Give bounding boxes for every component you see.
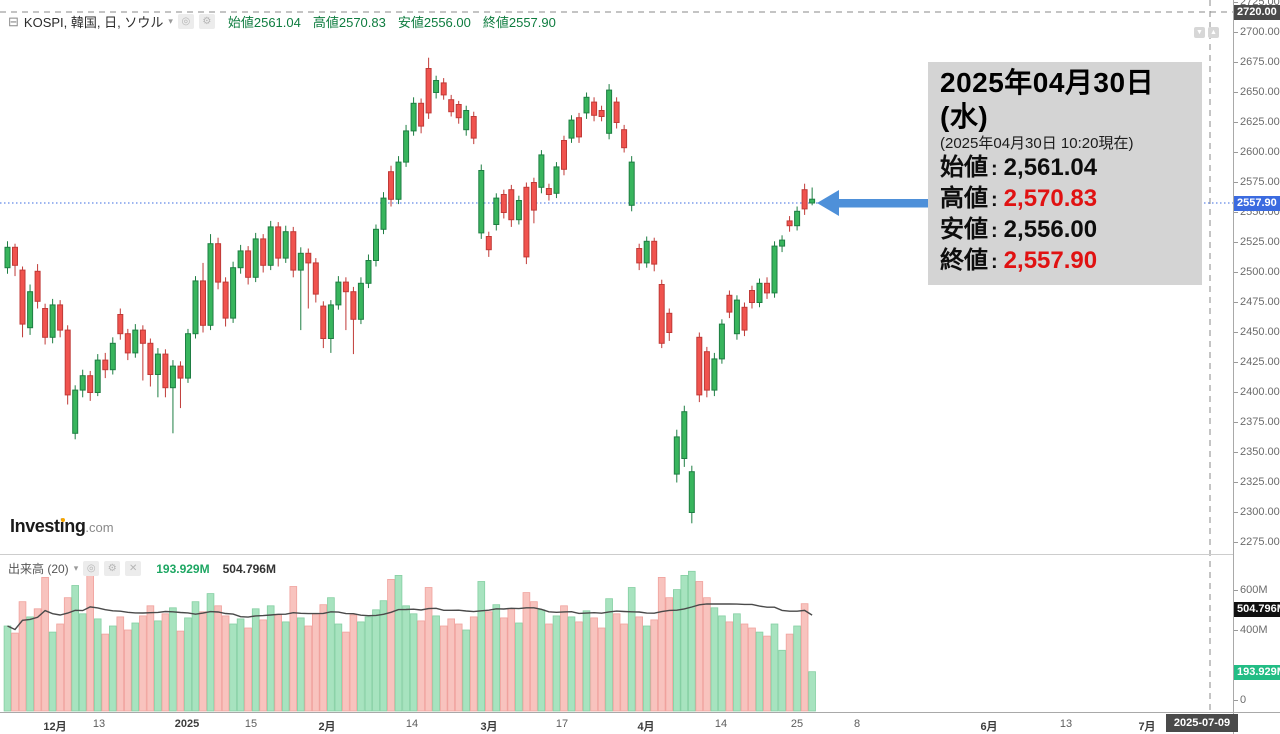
ohlc-tooltip: 2025年04月30日(水) (2025年04月30日 10:20現在) 始値:… xyxy=(928,62,1202,285)
candles[interactable] xyxy=(4,57,816,524)
visibility-icon[interactable]: ◎ xyxy=(83,561,100,576)
tooltip-date-title: 2025年04月30日(水) xyxy=(940,67,1155,132)
price-tick-label: 2675.00 xyxy=(1234,56,1280,68)
volume-tick-label: 400M xyxy=(1234,624,1268,636)
tooltip-row-安値: 安値:2,556.00 xyxy=(940,216,1098,243)
time-tick-label: 13 xyxy=(92,718,106,730)
volume-ma-value: 504.796M xyxy=(222,561,276,576)
symbol-title[interactable]: KOSPI, 韓国, 日, ソウル xyxy=(23,15,164,30)
price-tick-label: 2275.00 xyxy=(1234,536,1280,548)
volume-last-axis-label: 193.929M xyxy=(1234,665,1280,680)
volume-ma-line xyxy=(7,603,813,631)
time-tick-label: 14 xyxy=(405,718,419,730)
price-tick-label: 2425.00 xyxy=(1234,356,1280,368)
time-tick-label: 15 xyxy=(244,718,258,730)
price-tick-label: 2375.00 xyxy=(1234,416,1280,428)
time-tick-label: 25 xyxy=(790,718,804,730)
annotation-arrow[interactable] xyxy=(817,190,929,216)
chevron-down-icon[interactable]: ▾ xyxy=(73,563,79,573)
price-tick-label: 2625.00 xyxy=(1234,116,1280,128)
volume-indicator-label[interactable]: 出来高 (20) xyxy=(8,562,69,576)
tooltip-ohlc-rows: 始値:2,561.04 高値:2,570.83 安値:2,556.00 終値:2,55… xyxy=(940,153,1190,277)
time-tick-label: 3月 xyxy=(480,721,498,733)
chevron-down-icon[interactable]: ▾ xyxy=(168,16,173,26)
logo-suffix: .com xyxy=(85,520,114,535)
time-tick-label: 12月 xyxy=(43,721,67,733)
settings-icon[interactable]: ⚙ xyxy=(198,14,215,29)
tooltip-row-終値: 終値:2,557.90 xyxy=(940,247,1098,274)
volume-bars xyxy=(3,565,816,712)
price-tick-label: 2325.00 xyxy=(1234,476,1280,488)
collapse-icon[interactable]: ⊟ xyxy=(8,13,19,29)
price-tick-label: 2300.00 xyxy=(1234,506,1280,518)
volume-ma-axis-label: 504.796M xyxy=(1234,602,1280,617)
logo-orange-dot xyxy=(61,518,65,522)
time-tick-label: 2月 xyxy=(318,721,336,733)
ohlc-始値: 始値2561.04 xyxy=(227,15,301,30)
pane-arrow-down-icon[interactable]: ▼ xyxy=(1194,27,1205,38)
time-tick-label: 17 xyxy=(555,718,569,730)
volume-last-value: 193.929M xyxy=(156,561,210,576)
time-axis[interactable]: 12月 13 2025 15 2月 14 3月 17 4月 14 25 8 6月 13 7月 2025-07-… xyxy=(0,712,1280,734)
ohlc-高値: 高値2570.83 xyxy=(312,15,386,30)
ohlc-終値: 終値2557.90 xyxy=(482,15,556,30)
price-tick-label: 2400.00 xyxy=(1234,386,1280,398)
time-tick-label: 7月 xyxy=(1138,721,1156,733)
time-tick-label: 4月 xyxy=(637,721,655,733)
time-tick-label: 2025 xyxy=(174,718,200,730)
ohlc-readout: 始値2561.04 高値2570.83 安値2556.00 終値2557.90 xyxy=(228,12,556,31)
current-price-label: 2557.90 xyxy=(1234,196,1280,211)
volume-legend: 出来高 (20) ▾ ◎ ⚙ ✕ 193.929M 504.796M xyxy=(8,560,276,577)
crosshair-price-label: 2720.00 xyxy=(1234,5,1280,20)
pane-divider[interactable] xyxy=(0,554,1280,555)
pane-arrow-buttons: ▼ ▲ xyxy=(1194,27,1219,38)
close-icon[interactable]: ✕ xyxy=(125,561,142,576)
price-tick-label: 2450.00 xyxy=(1234,326,1280,338)
volume-tick-label: 0 xyxy=(1234,694,1247,706)
price-tick-label: 2600.00 xyxy=(1234,146,1280,158)
price-tick-label: 2525.00 xyxy=(1234,236,1280,248)
logo-text: Investing xyxy=(10,516,86,536)
tooltip-row-始値: 始値:2,561.04 xyxy=(940,154,1098,181)
pane-arrow-up-icon[interactable]: ▲ xyxy=(1208,27,1219,38)
price-tick-label: 2350.00 xyxy=(1234,446,1280,458)
visibility-icon[interactable]: ◎ xyxy=(177,14,194,29)
price-tick-label: 2475.00 xyxy=(1234,296,1280,308)
price-tick-label: 2500.00 xyxy=(1234,266,1280,278)
settings-icon[interactable]: ⚙ xyxy=(104,561,121,576)
price-axis[interactable]: 2275.00 2300.00 2325.00 2350.00 2375.00 2400.… xyxy=(1233,0,1280,734)
volume-tick-label: 600M xyxy=(1234,584,1268,596)
price-tick-label: 2700.00 xyxy=(1234,26,1280,38)
ohlc-安値: 安値2556.00 xyxy=(397,15,471,30)
time-tick-label: 14 xyxy=(714,718,728,730)
crosshair-date-label: 2025-07-09 xyxy=(1166,714,1238,732)
symbol-legend: ⊟ KOSPI, 韓国, 日, ソウル ▾ ◎ ⚙ 始値2561.04 高値257… xyxy=(8,12,556,31)
investing-logo: Investing.com xyxy=(10,516,114,537)
time-tick-label: 6月 xyxy=(980,721,998,733)
price-tick-label: 2725.00 xyxy=(1234,0,1280,9)
price-tick-label: 2575.00 xyxy=(1234,176,1280,188)
price-tick-label: 2650.00 xyxy=(1234,86,1280,98)
tooltip-row-高値: 高値:2,570.83 xyxy=(940,185,1098,212)
time-tick-label: 13 xyxy=(1059,718,1073,730)
time-tick-label: 8 xyxy=(853,718,861,730)
tooltip-timestamp: (2025年04月30日 10:20現在) xyxy=(940,135,1134,152)
